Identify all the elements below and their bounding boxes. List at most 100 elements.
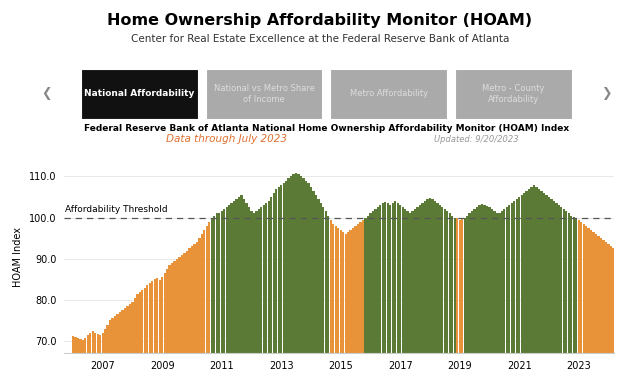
Bar bbox=[493, 211, 495, 372]
Bar bbox=[106, 325, 109, 372]
Bar bbox=[191, 246, 193, 372]
Bar bbox=[349, 230, 352, 372]
Bar bbox=[241, 195, 243, 372]
Bar bbox=[312, 191, 314, 372]
Bar bbox=[481, 204, 483, 372]
Bar bbox=[245, 203, 248, 372]
Bar bbox=[419, 205, 421, 372]
Bar bbox=[476, 207, 478, 372]
Bar bbox=[568, 214, 570, 372]
Bar bbox=[183, 253, 186, 372]
Bar bbox=[163, 273, 166, 372]
Bar bbox=[511, 203, 513, 372]
Bar bbox=[332, 224, 334, 372]
Bar bbox=[488, 207, 491, 372]
Bar bbox=[122, 310, 124, 372]
Bar bbox=[104, 329, 106, 372]
Bar bbox=[531, 187, 532, 372]
Bar bbox=[94, 333, 97, 372]
Bar bbox=[607, 244, 609, 372]
Bar bbox=[315, 195, 317, 372]
Text: National Affordability: National Affordability bbox=[84, 89, 195, 99]
Bar bbox=[340, 230, 342, 372]
Bar bbox=[486, 206, 488, 372]
Bar bbox=[374, 209, 376, 372]
Bar bbox=[461, 218, 463, 372]
Bar bbox=[635, 267, 637, 372]
Bar bbox=[389, 205, 392, 372]
Bar bbox=[397, 203, 399, 372]
Bar bbox=[429, 198, 431, 372]
Text: ❯: ❯ bbox=[601, 87, 611, 100]
Bar bbox=[498, 214, 500, 372]
Bar bbox=[498, 214, 500, 372]
Bar bbox=[136, 294, 138, 372]
Bar bbox=[216, 214, 218, 372]
Bar bbox=[394, 201, 396, 372]
Bar bbox=[471, 211, 473, 372]
Bar bbox=[560, 207, 563, 372]
Bar bbox=[102, 333, 104, 372]
Text: Federal Reserve Bank of Atlanta National Home Ownership Affordability Monitor (H: Federal Reserve Bank of Atlanta National… bbox=[84, 124, 569, 132]
Bar bbox=[486, 206, 488, 372]
Bar bbox=[568, 214, 570, 372]
Bar bbox=[605, 242, 607, 372]
Bar bbox=[545, 195, 548, 372]
Bar bbox=[456, 218, 458, 372]
Text: National vs Metro Share
of Income: National vs Metro Share of Income bbox=[214, 84, 314, 104]
Bar bbox=[496, 213, 498, 372]
Bar bbox=[556, 203, 557, 372]
Bar bbox=[406, 211, 409, 372]
Bar bbox=[136, 294, 138, 372]
Bar bbox=[466, 215, 468, 372]
Bar bbox=[126, 306, 129, 372]
Bar bbox=[575, 218, 577, 372]
Bar bbox=[213, 215, 216, 372]
Bar bbox=[436, 203, 438, 372]
Bar bbox=[111, 318, 114, 372]
Bar bbox=[344, 234, 347, 372]
Bar bbox=[102, 333, 104, 372]
Bar bbox=[208, 222, 211, 372]
Bar bbox=[553, 201, 555, 372]
Bar bbox=[381, 203, 384, 372]
Bar bbox=[154, 279, 156, 372]
Bar bbox=[255, 211, 257, 372]
Bar bbox=[607, 244, 609, 372]
Bar bbox=[369, 214, 372, 372]
Bar bbox=[417, 207, 419, 372]
Bar bbox=[186, 250, 188, 372]
Bar bbox=[627, 261, 629, 372]
Bar bbox=[161, 277, 163, 372]
Bar bbox=[352, 228, 354, 372]
Bar bbox=[377, 207, 379, 372]
Bar bbox=[330, 219, 332, 372]
Bar bbox=[186, 250, 188, 372]
Bar bbox=[523, 193, 525, 372]
Bar bbox=[250, 211, 253, 372]
Bar bbox=[615, 250, 617, 372]
Bar bbox=[260, 207, 262, 372]
Bar bbox=[556, 203, 557, 372]
Bar bbox=[292, 174, 295, 372]
Bar bbox=[528, 189, 531, 372]
Bar bbox=[173, 261, 176, 372]
Bar bbox=[109, 320, 111, 372]
Bar bbox=[474, 209, 476, 372]
Bar bbox=[582, 224, 585, 372]
Bar bbox=[116, 314, 118, 372]
Bar bbox=[302, 179, 305, 372]
Bar bbox=[298, 174, 300, 372]
Bar bbox=[520, 195, 523, 372]
Bar bbox=[372, 211, 374, 372]
Bar bbox=[230, 203, 233, 372]
Y-axis label: HOAM Index: HOAM Index bbox=[13, 227, 23, 287]
Bar bbox=[122, 310, 124, 372]
Bar bbox=[518, 197, 520, 372]
Bar bbox=[236, 199, 237, 372]
Bar bbox=[146, 285, 148, 372]
Bar bbox=[577, 219, 580, 372]
Bar bbox=[406, 211, 409, 372]
Bar bbox=[600, 238, 602, 372]
Bar bbox=[449, 214, 451, 372]
